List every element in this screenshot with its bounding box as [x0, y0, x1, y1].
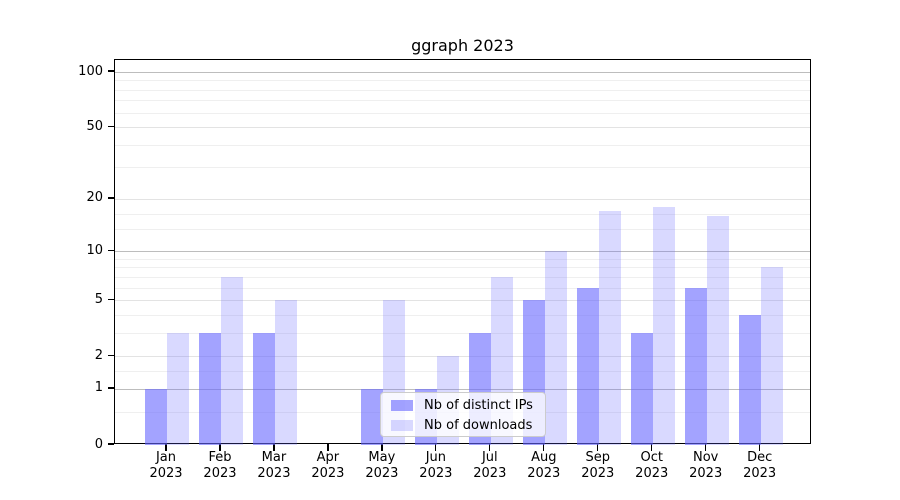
y-tick-label: 100: [78, 63, 103, 79]
x-axis-tick: [489, 444, 491, 451]
y-minor-gridline: [115, 213, 810, 215]
legend-item-downloads: Nb of downloads: [381, 415, 545, 435]
y-axis-tick: [107, 70, 114, 72]
y-minor-gridline: [115, 276, 810, 278]
bar-sep-ips: [576, 287, 599, 445]
y-minor-gridline: [115, 258, 810, 260]
bar-jan-ips: [145, 388, 167, 445]
bar-feb-downloads: [220, 276, 243, 445]
x-tick-label: Mar 2023: [257, 450, 291, 481]
x-axis-tick: [597, 444, 599, 451]
y-axis-tick: [107, 443, 114, 445]
plot-area: [114, 59, 811, 445]
x-tick-label: Dec 2023: [743, 450, 777, 481]
y-tick-label: 20: [86, 190, 103, 206]
y-gridline: [115, 300, 810, 302]
legend-label-downloads: Nb of downloads: [424, 417, 533, 433]
x-axis-tick: [327, 444, 329, 451]
x-axis-tick: [165, 444, 167, 451]
bar-feb-ips: [198, 332, 221, 445]
y-tick-label: 0: [94, 436, 103, 452]
y-major-gridline: [115, 388, 810, 390]
x-tick-label: Jan 2023: [149, 450, 183, 481]
bar-sep-downloads: [598, 211, 621, 445]
x-tick-label: May 2023: [365, 450, 399, 481]
bar-mar-ips: [252, 332, 275, 445]
y-axis-tick: [107, 197, 114, 199]
bar-may-ips: [360, 388, 383, 445]
x-tick-label: Nov 2023: [689, 450, 723, 481]
x-axis-tick: [219, 444, 221, 451]
bar-oct-ips: [630, 332, 653, 445]
legend-swatch-downloads: [391, 419, 413, 431]
y-minor-gridline: [115, 332, 810, 334]
y-minor-gridline: [115, 167, 810, 169]
y-axis-tick: [107, 125, 114, 127]
x-tick-label: Apr 2023: [311, 450, 345, 481]
y-tick-label: 2: [94, 347, 103, 363]
x-axis-tick: [381, 444, 383, 451]
y-minor-gridline: [115, 287, 810, 289]
y-axis-tick: [107, 249, 114, 251]
x-tick-label: Oct 2023: [635, 450, 669, 481]
y-minor-gridline: [115, 80, 810, 82]
y-minor-gridline: [115, 370, 810, 372]
bar-nov-downloads: [706, 216, 729, 445]
bar-jan-downloads: [167, 332, 189, 445]
y-tick-label: 1: [94, 380, 103, 396]
y-minor-gridline: [115, 228, 810, 230]
bar-oct-downloads: [652, 207, 675, 445]
x-tick-label: Jun 2023: [419, 450, 453, 481]
x-tick-label: Sep 2023: [581, 450, 615, 481]
y-tick-label: 10: [86, 242, 103, 258]
x-tick-label: Feb 2023: [203, 450, 237, 481]
y-minor-gridline: [115, 144, 810, 146]
y-minor-gridline: [115, 100, 810, 102]
x-axis-tick: [435, 444, 437, 451]
x-tick-label: Aug 2023: [527, 450, 561, 481]
y-gridline: [115, 198, 810, 200]
legend-label-distinct-ips: Nb of distinct IPs: [424, 397, 533, 413]
legend-swatch-distinct-ips: [391, 399, 413, 411]
x-axis-tick: [705, 444, 707, 451]
y-tick-label: 5: [94, 291, 103, 307]
bar-mar-downloads: [274, 300, 297, 445]
y-axis-tick: [107, 354, 114, 356]
y-minor-gridline: [115, 267, 810, 269]
y-minor-gridline: [115, 89, 810, 91]
bar-dec-ips: [738, 314, 761, 445]
bar-nov-ips: [684, 287, 707, 445]
y-minor-gridline: [115, 112, 810, 114]
x-axis-tick: [273, 444, 275, 451]
y-gridline: [115, 356, 810, 358]
x-axis-tick: [543, 444, 545, 451]
legend-item-distinct-ips: Nb of distinct IPs: [381, 395, 545, 415]
y-minor-gridline: [115, 314, 810, 316]
x-tick-label: Jul 2023: [473, 450, 507, 481]
y-axis-tick: [107, 298, 114, 300]
y-major-gridline: [115, 251, 810, 253]
x-axis-tick: [759, 444, 761, 451]
y-axis-tick: [107, 387, 114, 389]
legend: Nb of distinct IPs Nb of downloads: [380, 392, 546, 437]
bar-aug-downloads: [544, 251, 567, 445]
bar-dec-downloads: [760, 267, 783, 445]
y-gridline: [115, 127, 810, 129]
x-axis-tick: [651, 444, 653, 451]
chart-title: ggraph 2023: [411, 36, 514, 55]
y-tick-label: 50: [86, 118, 103, 134]
y-major-gridline: [115, 72, 810, 73]
